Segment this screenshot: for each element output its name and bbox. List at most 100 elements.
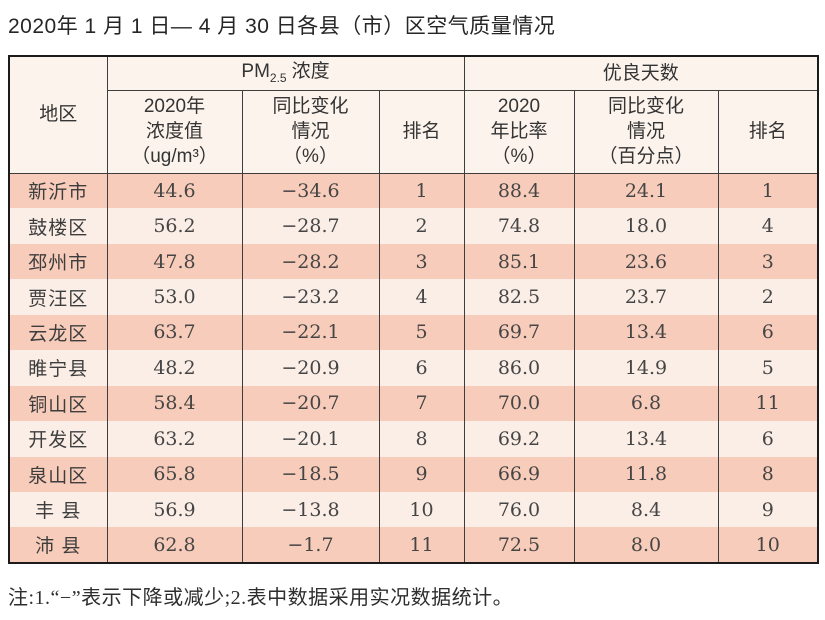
ratio-change-column-header: 同比变化 情况 （百分点） <box>573 89 719 174</box>
cell-pm-rank: 6 <box>378 350 465 386</box>
cell-region: 贾汪区 <box>8 279 108 315</box>
table-row: 云龙区 63.7 −22.1 5 69.7 13.4 6 <box>8 314 819 351</box>
table-row: 鼓楼区 56.2 −28.7 2 74.8 18.0 4 <box>8 208 819 244</box>
table-row: 泉山区 65.8 −18.5 9 66.9 11.8 8 <box>8 456 819 492</box>
table-row: 开发区 63.2 −20.1 8 69.2 13.4 6 <box>8 421 819 457</box>
cell-pm-rank: 1 <box>378 173 465 209</box>
cell-pm-rank: 11 <box>378 527 465 563</box>
cell-ratio: 69.2 <box>463 421 575 457</box>
cell-region: 铜山区 <box>8 385 108 422</box>
cell-ratio-change: 8.0 <box>573 527 719 563</box>
cell-pm-rank: 4 <box>378 279 465 315</box>
cell-ratio: 72.5 <box>463 527 575 563</box>
cell-pm-value: 63.2 <box>106 421 243 457</box>
cell-ratio: 74.8 <box>463 208 575 244</box>
table-row: 新沂市 44.6 −34.6 1 88.4 24.1 1 <box>8 173 819 209</box>
cell-ratio: 76.0 <box>463 491 575 528</box>
cell-pm-rank: 3 <box>378 243 465 280</box>
cell-pm-change: −20.1 <box>241 421 380 457</box>
cell-region: 新沂市 <box>8 173 108 209</box>
cell-ratio-change: 18.0 <box>573 208 719 244</box>
cell-ratio-rank: 1 <box>717 173 819 209</box>
cell-pm-change: −20.9 <box>241 350 380 386</box>
cell-ratio-change: 13.4 <box>573 314 719 351</box>
good-days-group-header: 优良天数 <box>463 55 819 91</box>
cell-pm-value: 53.0 <box>106 279 243 315</box>
cell-region: 开发区 <box>8 421 108 457</box>
cell-ratio: 86.0 <box>463 350 575 386</box>
ratio-rank-column-header: 排名 <box>717 89 819 174</box>
cell-pm-change: −22.1 <box>241 314 380 351</box>
cell-pm-rank: 10 <box>378 491 465 528</box>
cell-ratio-rank: 11 <box>717 385 819 422</box>
table-row: 邳州市 47.8 −28.2 3 85.1 23.6 3 <box>8 243 819 280</box>
air-quality-table: 地区 PM2.5 浓度 优良天数 2020年 浓度值 （ug/m³） 同比变化 情… <box>8 55 820 564</box>
cell-ratio-rank: 6 <box>717 314 819 351</box>
cell-pm-change: −13.8 <box>241 491 380 528</box>
table-row: 睢宁县 48.2 −20.9 6 86.0 14.9 5 <box>8 350 819 386</box>
cell-ratio-change: 23.7 <box>573 279 719 315</box>
group-header-row: 地区 PM2.5 浓度 优良天数 <box>8 55 819 174</box>
cell-ratio: 66.9 <box>463 456 575 492</box>
cell-region: 鼓楼区 <box>8 208 108 244</box>
cell-ratio-rank: 2 <box>717 279 819 315</box>
table-header: 地区 PM2.5 浓度 优良天数 2020年 浓度值 （ug/m³） 同比变化 情… <box>8 55 819 174</box>
pm25-rank-column-header: 排名 <box>378 89 465 174</box>
cell-region: 泉山区 <box>8 456 108 492</box>
cell-ratio-rank: 9 <box>717 491 819 528</box>
cell-ratio-change: 24.1 <box>573 173 719 209</box>
cell-region: 睢宁县 <box>8 350 108 386</box>
pm25-label-subscript: 2.5 <box>269 71 287 86</box>
table-body: 新沂市 44.6 −34.6 1 88.4 24.1 1 鼓楼区 56.2 −2… <box>8 173 819 563</box>
sub-header-row: 2020年 浓度值 （ug/m³） 同比变化 情况 （%） 排名 2020 年比… <box>9 89 819 174</box>
cell-region: 沛 县 <box>8 527 108 563</box>
page-title: 2020年 1 月 1 日— 4 月 30 日各县（市）区空气质量情况 <box>8 15 556 38</box>
pm25-group-header: PM2.5 浓度 <box>106 55 465 91</box>
cell-pm-change: −34.6 <box>241 173 380 209</box>
cell-ratio: 69.7 <box>463 314 575 351</box>
cell-ratio-rank: 10 <box>717 527 819 563</box>
pm25-label-suffix: 浓度 <box>291 61 330 83</box>
table-row: 沛 县 62.8 −1.7 11 72.5 8.0 10 <box>8 527 819 563</box>
cell-pm-value: 63.7 <box>106 314 243 351</box>
cell-pm-value: 58.4 <box>106 385 243 422</box>
cell-pm-change: −23.2 <box>241 279 380 315</box>
cell-pm-rank: 8 <box>378 421 465 457</box>
cell-pm-value: 47.8 <box>106 243 243 280</box>
cell-ratio: 85.1 <box>463 243 575 280</box>
table-footnote: 注:1.“−”表示下降或减少;2.表中数据采用实况数据统计。 <box>8 586 514 609</box>
cell-pm-rank: 5 <box>378 314 465 351</box>
cell-ratio-rank: 8 <box>717 456 819 492</box>
table-row: 贾汪区 53.0 −23.2 4 82.5 23.7 2 <box>8 279 819 315</box>
cell-ratio-rank: 6 <box>717 421 819 457</box>
cell-pm-rank: 7 <box>378 385 465 422</box>
cell-region: 邳州市 <box>8 243 108 280</box>
cell-region: 丰 县 <box>8 491 108 528</box>
region-column-header: 地区 <box>8 55 108 174</box>
cell-pm-change: −18.5 <box>241 456 380 492</box>
cell-pm-value: 44.6 <box>106 173 243 209</box>
cell-ratio-change: 13.4 <box>573 421 719 457</box>
pm25-label-prefix: PM <box>241 61 270 83</box>
cell-ratio-rank: 5 <box>717 350 819 386</box>
cell-pm-change: −1.7 <box>241 527 380 563</box>
cell-pm-value: 62.8 <box>106 527 243 563</box>
cell-pm-rank: 2 <box>378 208 465 244</box>
cell-ratio-rank: 3 <box>717 243 819 280</box>
pm25-value-column-header: 2020年 浓度值 （ug/m³） <box>106 89 243 174</box>
cell-pm-change: −28.2 <box>241 243 380 280</box>
cell-ratio-change: 23.6 <box>573 243 719 280</box>
cell-pm-change: −28.7 <box>241 208 380 244</box>
cell-pm-value: 65.8 <box>106 456 243 492</box>
cell-ratio-change: 11.8 <box>573 456 719 492</box>
cell-ratio-change: 8.4 <box>573 491 719 528</box>
cell-region: 云龙区 <box>8 314 108 351</box>
cell-pm-value: 56.9 <box>106 491 243 528</box>
cell-ratio: 88.4 <box>463 173 575 209</box>
cell-pm-value: 56.2 <box>106 208 243 244</box>
pm25-change-column-header: 同比变化 情况 （%） <box>241 89 380 174</box>
table-row: 丰 县 56.9 −13.8 10 76.0 8.4 9 <box>8 491 819 528</box>
table-row: 铜山区 58.4 −20.7 7 70.0 6.8 11 <box>8 385 819 422</box>
cell-ratio: 70.0 <box>463 385 575 422</box>
